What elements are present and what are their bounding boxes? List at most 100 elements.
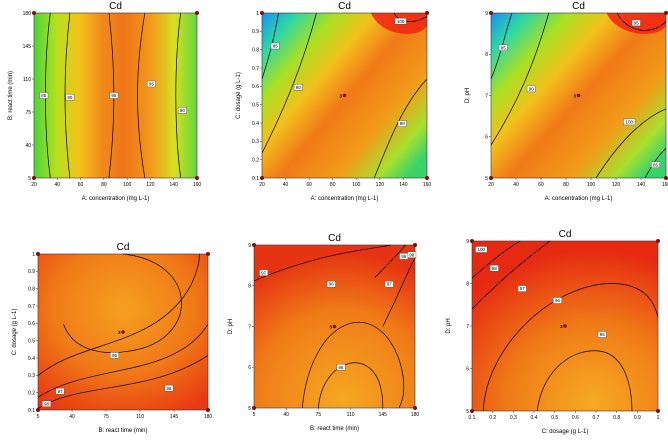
- y-tick-label: 6: [248, 365, 251, 371]
- contour-label-box: [651, 161, 660, 169]
- y-tick-label: 110: [23, 77, 31, 83]
- plot-frame: [37, 253, 209, 411]
- contour-label-box: [475, 246, 488, 253]
- x-tick-label: 120: [376, 182, 385, 188]
- contour-line: [176, 13, 181, 178]
- contour-label-box: [397, 120, 407, 127]
- x-tick-label: 60: [78, 182, 84, 188]
- contour-line: [491, 13, 512, 79]
- contour-label-box: [384, 280, 394, 288]
- x-tick-label: 160: [662, 182, 668, 188]
- y-tick-label: 9: [466, 239, 469, 245]
- x-tick-label: 80: [563, 182, 569, 188]
- x-tick-label: 120: [612, 182, 621, 188]
- y-tick-label: 0.6: [28, 321, 35, 327]
- chart-title: Cd: [328, 233, 341, 244]
- y-tick-label: 0.1: [28, 408, 35, 414]
- y-tick-label: 6: [485, 135, 488, 141]
- x-tick-label: 80: [330, 182, 336, 188]
- x-tick-label: 180: [411, 412, 420, 418]
- center-point: [563, 324, 567, 328]
- contour-label-box: [498, 44, 508, 51]
- contour-label: 95: [149, 82, 155, 87]
- y-tick-label: 180: [23, 11, 32, 17]
- x-tick-label: 80: [101, 182, 107, 188]
- y-tick-label: 1: [256, 11, 259, 17]
- x-tick-label: 160: [193, 182, 202, 188]
- x-tick-label: 40: [283, 182, 289, 188]
- y-tick-label: 0.3: [28, 373, 35, 379]
- contour-label: 100: [625, 120, 633, 125]
- design-point: [206, 252, 210, 256]
- y-tick-label: 5: [248, 406, 251, 412]
- y-tick-label: 9: [485, 11, 488, 17]
- center-point: [576, 93, 581, 98]
- y-tick-label: 7: [248, 324, 251, 330]
- contour-label-box: [517, 285, 527, 292]
- y-tick-label: 0.5: [28, 338, 35, 344]
- y-axis-label: D: pH: [465, 88, 471, 103]
- y-tick-label: 1: [32, 252, 35, 258]
- contour-label: 97: [387, 282, 393, 287]
- contour-label: 95: [634, 21, 640, 26]
- design-point: [195, 11, 199, 15]
- x-tick-label: 40: [55, 182, 61, 188]
- contour-line: [318, 363, 382, 408]
- x-axis-label: A: concentration (mg L-1): [545, 196, 613, 202]
- y-axis-label: D: pH: [446, 318, 452, 333]
- design-point: [425, 11, 429, 15]
- y-tick-label: 0.3: [252, 139, 259, 145]
- x-tick-label: 60: [538, 182, 544, 188]
- contour-panel-2: 3 85 90 90 100 Cd 20 40 60 80 100 120 140 160 0.1 0.2 0.…: [236, 1, 431, 202]
- x-tick-label: 0.5: [551, 415, 558, 421]
- contour-label-box: [42, 400, 51, 407]
- contour-line: [394, 13, 427, 22]
- contour-label: 90: [67, 95, 73, 100]
- y-tick-label: 0.2: [252, 157, 259, 163]
- contour-line: [262, 13, 316, 153]
- y-axis-label: C: dosage (g L-1): [236, 72, 242, 119]
- contour-label-box: [631, 19, 641, 27]
- center-point: [332, 324, 337, 329]
- x-tick-label: 100: [352, 182, 361, 188]
- x-axis-label: B: react time (min): [310, 426, 359, 432]
- contour-line: [254, 245, 391, 281]
- x-axis-label: A: concentration (mg L-1): [82, 196, 150, 202]
- y-tick-label: 5: [28, 176, 31, 182]
- contour-line: [483, 284, 658, 412]
- contour-label: 85: [501, 45, 507, 50]
- x-tick-label: 0.4: [531, 415, 538, 421]
- y-tick-label: 0.5: [252, 102, 259, 108]
- contour-label: 100: [478, 247, 486, 252]
- contour-label: 90: [180, 108, 186, 113]
- contour-label-box: [394, 18, 407, 25]
- x-axis-label: B: react time (min): [98, 428, 147, 434]
- plot-frame: [33, 12, 198, 179]
- chart-title: Cd: [117, 242, 130, 253]
- chart-title: Cd: [109, 1, 122, 12]
- x-tick-label: 0.7: [593, 415, 600, 421]
- center-point-label: 3: [574, 94, 577, 99]
- x-tick-label: 120: [146, 182, 155, 188]
- y-tick-label: 40: [25, 143, 31, 149]
- y-tick-label: 145: [23, 44, 32, 50]
- contour-line: [65, 13, 70, 178]
- x-tick-label: 0.8: [613, 415, 620, 421]
- contour-label-box: [326, 280, 336, 288]
- center-point-label: 3: [118, 330, 121, 335]
- y-tick-label: 0.4: [28, 356, 35, 362]
- y-tick-label: 5: [466, 409, 469, 415]
- contour-label: 96: [555, 298, 561, 303]
- x-axis-label: A: concentration (mg L-1): [311, 196, 379, 202]
- design-point: [664, 11, 668, 15]
- contour-panel-3: 3 85 90 95 100 85 Cd 20 40 60 80 100 120 140 160 5 6 7 8 9 A…: [465, 1, 668, 202]
- center-point-label: 3: [560, 324, 563, 329]
- x-tick-label: 20: [488, 182, 494, 188]
- contour-line: [617, 13, 666, 30]
- x-tick-label: 145: [170, 414, 179, 420]
- contour-line: [38, 355, 208, 408]
- x-tick-label: 5: [253, 412, 256, 418]
- contour-label: 95: [600, 332, 606, 337]
